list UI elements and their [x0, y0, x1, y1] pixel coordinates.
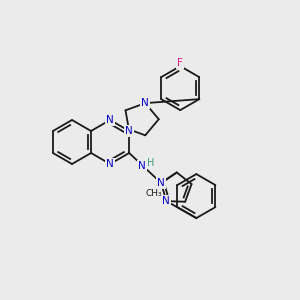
Text: N: N [141, 98, 149, 108]
Text: N: N [106, 159, 114, 169]
Text: CH₃: CH₃ [146, 190, 162, 199]
Text: N: N [106, 115, 114, 125]
Text: N: N [163, 196, 170, 206]
Text: F: F [177, 58, 183, 68]
Text: N: N [157, 178, 165, 188]
Text: N: N [138, 161, 146, 171]
Text: H: H [148, 158, 155, 168]
Text: N: N [125, 126, 133, 136]
